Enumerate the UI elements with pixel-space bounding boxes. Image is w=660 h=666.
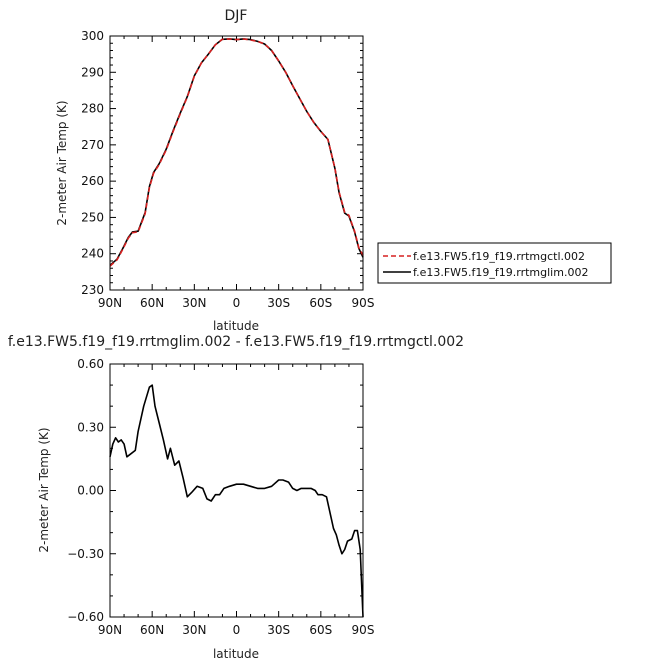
top-y-tick-label: 290: [81, 65, 104, 79]
legend-entry-ctl: f.e13.FW5.f19_f19.rrtmgctl.002: [413, 250, 585, 263]
top-plot-area: 90N 60N 30N 0 30S 60S 90S 230 240 250 260 270 280 290…: [81, 29, 374, 310]
bottom-plot-area: 90N 60N 30N 0 30S 60S 90S −0.60 −0.30 0.00 0.30 0.6…: [67, 357, 374, 637]
top-legend: f.e13.FW5.f19_f19.rrtmgctl.002 f.e13.FW5…: [377, 242, 612, 284]
top-y-axis-label: 2-meter Air Temp (K): [55, 100, 69, 225]
bottom-x-tick-label: 90N: [98, 623, 122, 637]
top-x-axis-label: latitude: [213, 319, 259, 333]
legend-entry-lim: f.e13.FW5.f19_f19.rrtmglim.002: [413, 266, 588, 279]
top-chart-title: DJF: [225, 8, 248, 24]
bottom-y-axis-label: 2-meter Air Temp (K): [37, 427, 51, 552]
bottom-x-tick-label: 30N: [182, 623, 206, 637]
bottom-y-tick-label: −0.30: [67, 547, 104, 561]
top-x-tick-label: 0: [233, 296, 241, 310]
top-y-tick-label: 230: [81, 283, 104, 297]
top-series-line-rrtmglim: [109, 38, 364, 266]
bottom-plot-frame: [109, 363, 364, 618]
top-series-line-rrtmgctl: [109, 38, 364, 267]
top-x-tick-label: 60N: [140, 296, 164, 310]
top-y-tick-label: 260: [81, 174, 104, 188]
top-y-tick-label: 300: [81, 29, 104, 43]
top-x-tick-label: 60S: [309, 296, 332, 310]
bottom-y-tick-label: 0.00: [77, 484, 104, 498]
top-plot-frame: [109, 35, 364, 291]
top-x-tick-label: 30S: [267, 296, 290, 310]
bottom-x-tick-label: 60N: [140, 623, 164, 637]
bottom-x-tick-label: 90S: [352, 623, 375, 637]
top-y-tick-label: 240: [81, 247, 104, 261]
top-x-tick-label: 30N: [182, 296, 206, 310]
bottom-x-tick-label: 60S: [309, 623, 332, 637]
bottom-chart-title: f.e13.FW5.f19_f19.rrtmglim.002 - f.e13.F…: [8, 334, 464, 350]
top-y-tick-label: 250: [81, 210, 104, 224]
top-y-tick-label: 280: [81, 102, 104, 116]
top-x-tick-label: 90S: [352, 296, 375, 310]
bottom-x-tick-label: 30S: [267, 623, 290, 637]
bottom-x-tick-label: 0: [233, 623, 241, 637]
bottom-y-tick-label: −0.60: [67, 610, 104, 624]
bottom-series-line-difference: [109, 384, 364, 618]
bottom-y-tick-label: 0.30: [77, 420, 104, 434]
top-x-tick-label: 90N: [98, 296, 122, 310]
bottom-y-tick-label: 0.60: [77, 357, 104, 371]
top-y-tick-label: 270: [81, 138, 104, 152]
legend-box: [377, 242, 612, 284]
bottom-x-axis-label: latitude: [213, 647, 259, 661]
